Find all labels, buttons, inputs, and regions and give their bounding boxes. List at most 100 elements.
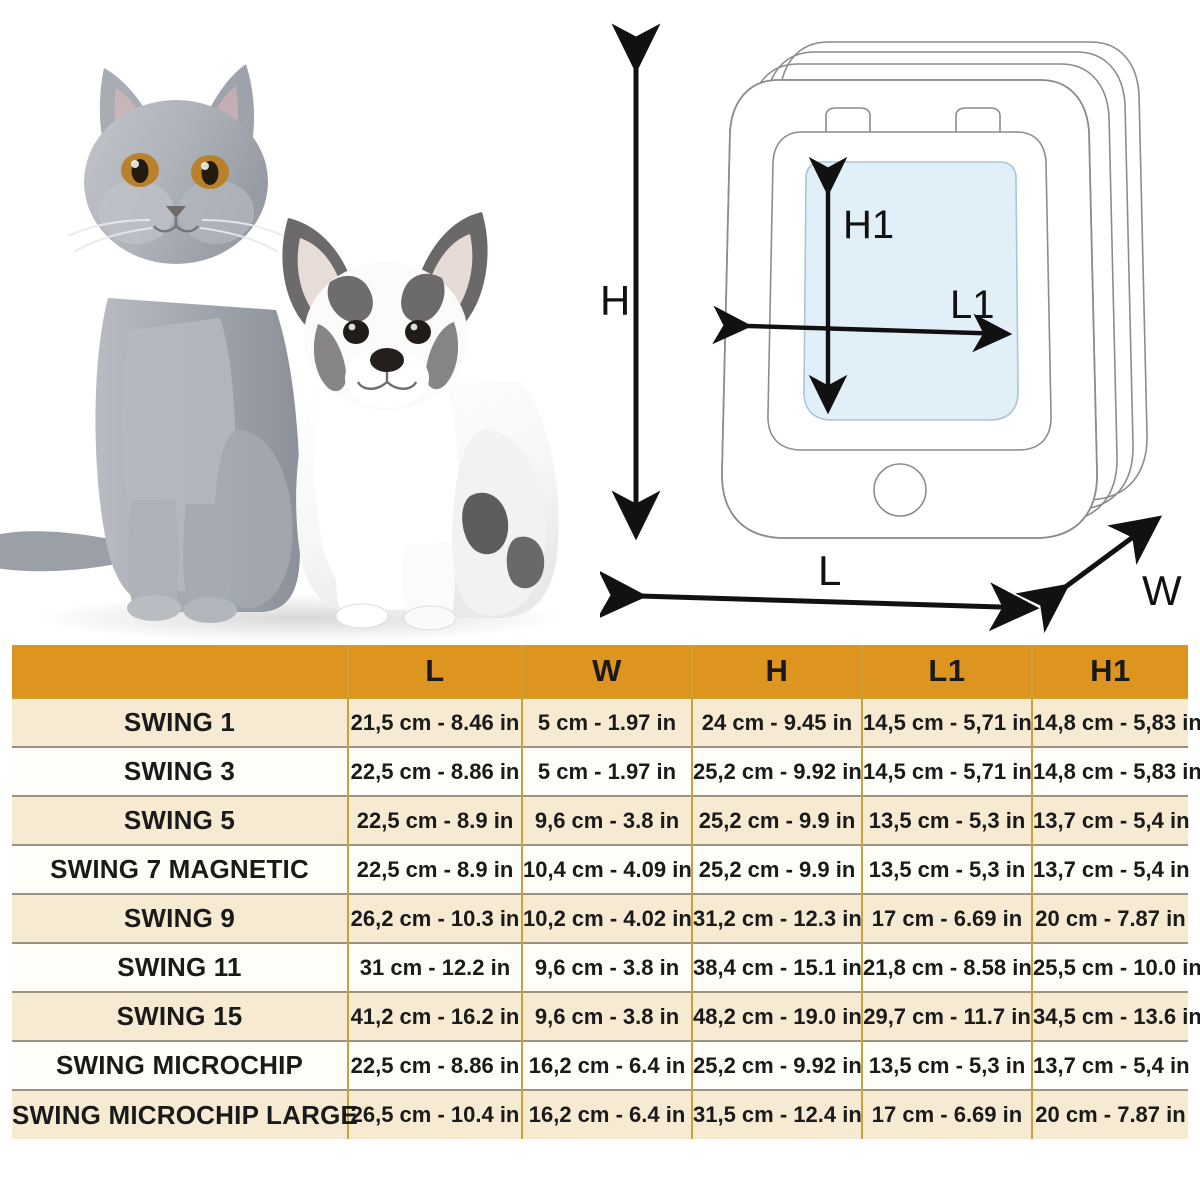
cell-h1: 13,7 cm - 5,4 in [1032, 1040, 1190, 1090]
cell-l: 26,2 cm - 10.3 in [348, 893, 523, 943]
column-header-h: H [692, 645, 863, 698]
cell-h: 31,5 cm - 12.4 in [692, 1089, 863, 1139]
cell-h: 24 cm - 9.45 in [692, 697, 863, 747]
cell-model: SWING 9 [12, 893, 349, 943]
table-row: SWING MICROCHIP LARGE 26,5 cm - 10.4 in … [12, 1089, 1188, 1139]
dog-front-leg-left [335, 538, 389, 614]
table-header: L W H L1 H1 [12, 645, 1188, 698]
cell-h1: 13,7 cm - 5,4 in [1032, 795, 1190, 845]
cell-h1: 14,8 cm - 5,83 in [1032, 697, 1200, 747]
cell-h1: 13,7 cm - 5,4 in [1032, 844, 1190, 894]
table-row: SWING 15 41,2 cm - 16.2 in 9,6 cm - 3.8 … [12, 991, 1200, 1041]
cell-l: 41,2 cm - 16.2 in [348, 991, 523, 1041]
cell-w: 5 cm - 1.97 in [522, 697, 693, 747]
cell-h1: 25,5 cm - 10.0 in [1032, 942, 1200, 992]
cell-l: 22,5 cm - 8.9 in [348, 844, 523, 894]
cell-model: SWING 7 MAGNETIC [12, 844, 349, 894]
table-row: SWING 7 MAGNETIC 22,5 cm - 8.9 in 10,4 c… [12, 844, 1190, 894]
cell-l1: 17 cm - 6.69 in [862, 893, 1033, 943]
cell-l1: 21,8 cm - 8.58 in [862, 942, 1033, 992]
cell-l1: 14,5 cm - 5,71 in [862, 697, 1033, 747]
cell-w: 9,6 cm - 3.8 in [522, 991, 693, 1041]
cell-model: SWING 5 [12, 795, 349, 845]
cell-w: 5 cm - 1.97 in [522, 746, 693, 796]
cell-h: 48,2 cm - 19.0 in [692, 991, 863, 1041]
cell-h: 25,2 cm - 9.9 in [692, 795, 863, 845]
dimension-label-flap-height: H1 [843, 203, 894, 247]
cell-w: 9,6 cm - 3.8 in [522, 795, 693, 845]
cat-and-dog-photo [0, 30, 620, 645]
cell-h: 25,2 cm - 9.92 in [692, 1040, 863, 1090]
dimension-label-length: L [818, 547, 841, 594]
cell-model: SWING 11 [12, 942, 349, 992]
table-row: SWING MICROCHIP 22,5 cm - 8.86 in 16,2 c… [12, 1040, 1190, 1090]
cell-model: SWING 1 [12, 697, 349, 747]
table-header-row: L W H L1 H1 [12, 645, 1188, 698]
cell-w: 16,2 cm - 6.4 in [522, 1040, 693, 1090]
cat-eye-highlight-right [201, 162, 209, 170]
cell-l: 26,5 cm - 10.4 in [348, 1089, 523, 1139]
table-row: SWING 1 21,5 cm - 8.46 in 5 cm - 1.97 in… [12, 697, 1200, 747]
cell-h1: 14,8 cm - 5,83 in [1032, 746, 1200, 796]
cell-model: SWING MICROCHIP [12, 1040, 349, 1090]
cell-h: 31,2 cm - 12.3 in [692, 893, 863, 943]
table-row: SWING 11 31 cm - 12.2 in 9,6 cm - 3.8 in… [12, 942, 1200, 992]
cat-front-leg-right [183, 504, 233, 604]
dog-paw-left [335, 603, 389, 629]
pet-door-dimension-diagram: H L W H1 L1 [600, 23, 1182, 633]
dog-eye-highlight-right [410, 323, 418, 331]
cell-l: 21,5 cm - 8.46 in [348, 697, 523, 747]
dimension-label-height: H [600, 277, 630, 324]
table-row: SWING 5 22,5 cm - 8.9 in 9,6 cm - 3.8 in… [12, 795, 1190, 845]
cat-cheek-left [98, 180, 174, 244]
cell-model: SWING 3 [12, 746, 349, 796]
dog-front-leg-right [401, 542, 455, 616]
swing-dimensions-table: L W H L1 H1 SWING 1 21,5 cm - 8.46 in 5 … [12, 645, 1200, 1139]
column-header-model [12, 645, 349, 698]
cat-front-leg-left [127, 500, 179, 602]
dimension-label-flap-length: L1 [950, 283, 995, 327]
cell-l1: 29,7 cm - 11.7 in [862, 991, 1033, 1041]
cell-model: SWING 15 [12, 991, 349, 1041]
cell-h: 38,4 cm - 15.1 in [692, 942, 863, 992]
column-header-w: W [522, 645, 693, 698]
table-row: SWING 3 22,5 cm - 8.86 in 5 cm - 1.97 in… [12, 746, 1200, 796]
dimension-arrow-length [600, 570, 1040, 632]
cell-w: 16,2 cm - 6.4 in [522, 1089, 693, 1139]
table-body: SWING 1 21,5 cm - 8.46 in 5 cm - 1.97 in… [12, 697, 1200, 1139]
cell-model: SWING MICROCHIP LARGE [12, 1089, 358, 1139]
cell-l1: 13,5 cm - 5,3 in [862, 1040, 1033, 1090]
cat-eye-highlight-left [131, 160, 139, 168]
cat-cheek-right [178, 180, 254, 244]
cat-paw-right [183, 597, 237, 623]
cell-h: 25,2 cm - 9.92 in [692, 746, 863, 796]
dog-nose [370, 348, 404, 372]
cell-w: 10,4 cm - 4.09 in [522, 844, 693, 894]
dimension-label-width: W [1142, 567, 1182, 614]
table-row: SWING 9 26,2 cm - 10.3 in 10,2 cm - 4.02… [12, 893, 1188, 943]
cell-l: 22,5 cm - 8.86 in [348, 746, 523, 796]
column-header-h1: H1 [1032, 645, 1188, 698]
cell-l1: 13,5 cm - 5,3 in [862, 795, 1033, 845]
cell-l1: 13,5 cm - 5,3 in [862, 844, 1033, 894]
cell-w: 9,6 cm - 3.8 in [522, 942, 693, 992]
column-header-l1: L1 [862, 645, 1033, 698]
cell-w: 10,2 cm - 4.02 in [522, 893, 693, 943]
dog-paw-right [403, 605, 457, 631]
cell-l: 22,5 cm - 8.9 in [348, 795, 523, 845]
cat-head [84, 100, 268, 264]
cell-l1: 14,5 cm - 5,71 in [862, 746, 1033, 796]
cell-l: 22,5 cm - 8.86 in [348, 1040, 523, 1090]
cell-h1: 20 cm - 7.87 in [1032, 1089, 1188, 1139]
dog-patch-rear [506, 536, 545, 589]
dog-eye-right [405, 320, 431, 344]
cell-h: 25,2 cm - 9.9 in [692, 844, 863, 894]
cell-l1: 17 cm - 6.69 in [862, 1089, 1033, 1139]
cell-h1: 20 cm - 7.87 in [1032, 893, 1188, 943]
dog-eye-left [343, 320, 369, 344]
cat-paw-left [127, 595, 181, 621]
cell-l: 31 cm - 12.2 in [348, 942, 523, 992]
cell-h1: 34,5 cm - 13.6 in [1032, 991, 1200, 1041]
dog-eye-highlight-left [348, 323, 356, 331]
column-header-l: L [348, 645, 523, 698]
